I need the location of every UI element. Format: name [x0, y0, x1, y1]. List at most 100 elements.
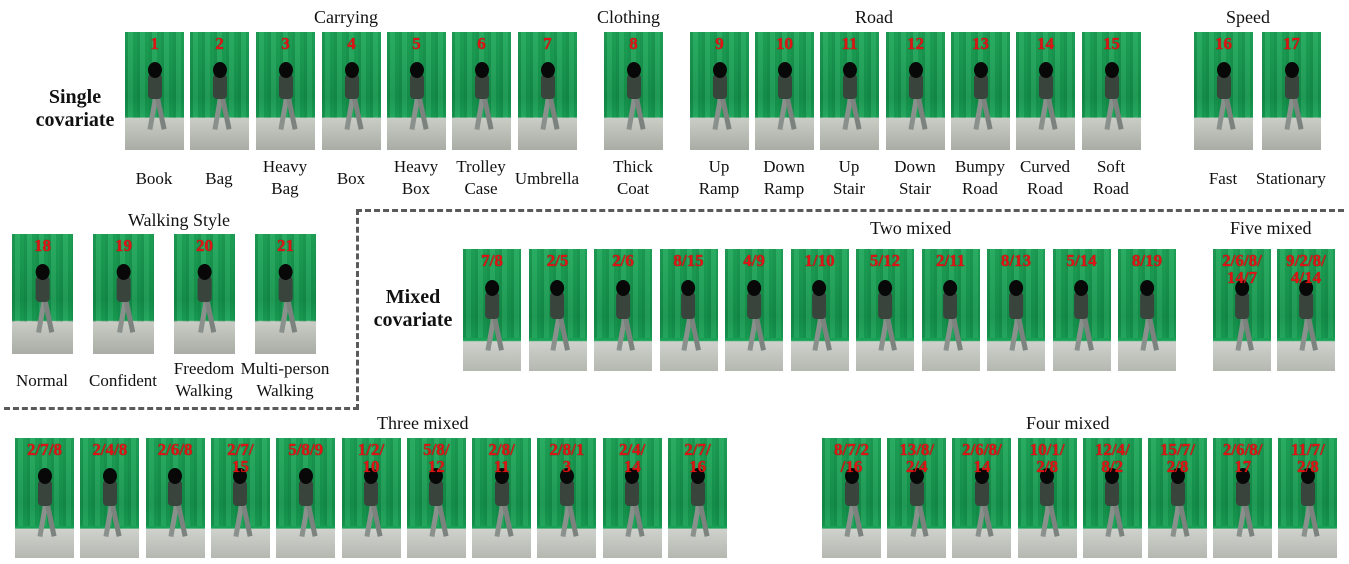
header-road: Road	[855, 7, 893, 27]
walker-photo: 12	[886, 32, 945, 150]
covariate-id: 12	[907, 34, 924, 53]
walker-photo: 6	[452, 32, 511, 150]
walker-figure	[34, 450, 57, 551]
walker-photo: 3	[256, 32, 315, 150]
covariate-id: 2/7/ 15	[227, 440, 254, 476]
walker-figure	[32, 246, 55, 347]
covariate-label: Up Ramp	[698, 157, 740, 198]
covariate-id: 5/8/9	[288, 440, 324, 459]
walker-figure	[1035, 44, 1058, 143]
walker-photo: 1/2/ 10	[341, 438, 401, 558]
covariate-label: Bag	[205, 169, 233, 188]
walker-figure	[623, 44, 646, 143]
covariate-label: Soft Road	[1093, 157, 1129, 198]
walker-photo: 2/6	[594, 249, 652, 371]
walker-photo: 7/8	[463, 249, 521, 371]
walker-photo: 8/15	[659, 249, 718, 371]
walker-figure	[492, 450, 514, 551]
walker-figure	[100, 450, 122, 551]
covariate-id: 2/6	[612, 251, 634, 270]
walker-figure	[1233, 450, 1255, 551]
walker-photo: 5	[387, 32, 446, 150]
covariate-id: 21	[277, 236, 294, 255]
walker-figure	[230, 450, 253, 551]
mixed-covariate-label: Mixed covariate	[373, 286, 453, 331]
covariate-id: 4/9	[743, 251, 765, 270]
walker-photo: 18	[12, 234, 73, 354]
covariate-id: 8/7/2 /16	[834, 440, 869, 476]
covariate-id: 10	[776, 34, 793, 53]
walker-figure	[1037, 450, 1060, 551]
covariate-label: Bumpy Road	[954, 157, 1006, 198]
walker-figure	[841, 450, 864, 551]
covariate-id: 7	[543, 34, 552, 53]
header-walking-style: Walking Style	[128, 210, 231, 230]
walker-figure	[1101, 44, 1124, 143]
covariate-id: 13/8/ 2/4	[899, 440, 935, 476]
covariate-id: 11/7/ 2/8	[1290, 440, 1325, 476]
walker-photo: 2/7/8	[15, 438, 74, 558]
walker-photo: 5/8/ 12	[406, 438, 466, 558]
covariate-id: 1/2/ 10	[357, 440, 385, 476]
covariate-label: Heavy Bag	[262, 157, 308, 198]
walker-figure	[687, 450, 710, 551]
covariate-id: 4	[347, 34, 356, 53]
covariate-label: Down Ramp	[763, 157, 805, 198]
mixed-covariate-dashed-box	[356, 209, 1344, 212]
walker-photo: 15/7/ 2/8	[1148, 438, 1207, 558]
walker-photo: 8/7/2 /16	[822, 438, 881, 558]
walker-photo: 8	[604, 32, 663, 150]
walker-photo: 2/7/ 16	[668, 438, 727, 558]
walker-figure	[613, 261, 636, 363]
covariate-id: 2/6/8/ 14/7	[1222, 251, 1262, 287]
walker-figure	[194, 246, 217, 347]
walker-photo: 2/6/8/ 14	[952, 438, 1012, 558]
covariate-id: 18	[34, 236, 51, 255]
covariate-label: Book	[135, 169, 173, 188]
covariate-id: 14	[1037, 34, 1054, 53]
walker-photo: 2	[190, 32, 249, 150]
walker-photo: 2/6/8/ 14/7	[1213, 249, 1271, 371]
walker-figure	[709, 44, 732, 143]
walker-figure	[679, 261, 701, 363]
covariate-id: 15/7/ 2/8	[1160, 440, 1195, 476]
walker-figure	[1072, 261, 1094, 363]
walker-photo: 21	[255, 234, 316, 354]
walker-figure	[839, 44, 862, 143]
walker-figure	[361, 450, 384, 551]
covariate-label: Heavy Box	[393, 157, 439, 198]
covariate-label: Up Stair	[832, 157, 866, 198]
walker-photo: 13/8/ 2/4	[887, 438, 947, 558]
walker-figure	[296, 450, 318, 551]
header-carrying: Carrying	[314, 7, 378, 27]
walker-photo: 2/5	[528, 249, 587, 371]
covariate-label: Down Stair	[894, 157, 936, 198]
single-covariate-label: Single covariate	[35, 86, 115, 131]
walker-figure	[406, 44, 429, 143]
covariate-id: 5/14	[1066, 251, 1097, 270]
walker-figure	[537, 44, 560, 143]
walker-photo: 2/11	[921, 249, 980, 371]
covariate-id: 2/6/8/ 14	[962, 440, 1002, 476]
header-five-mixed: Five mixed	[1230, 218, 1312, 238]
covariate-id: 16	[1215, 34, 1232, 53]
covariate-id: 3	[281, 34, 290, 53]
walker-photo: 2/7/ 15	[210, 438, 270, 558]
walker-photo: 4	[322, 32, 381, 150]
walker-figure	[1006, 261, 1029, 363]
walker-photo: 1/10	[790, 249, 849, 371]
walker-photo: 8/19	[1118, 249, 1176, 371]
covariate-label: Stationary	[1256, 169, 1326, 188]
walker-figure	[1232, 261, 1255, 363]
walker-photo: 5/14	[1052, 249, 1111, 371]
walker-figure	[341, 44, 364, 143]
covariate-id: 2/4/8	[92, 440, 128, 459]
walker-figure	[1281, 44, 1304, 143]
walker-figure	[1213, 44, 1236, 143]
covariate-label: Umbrella	[514, 169, 580, 188]
walker-photo: 11/7/ 2/8	[1278, 438, 1338, 558]
walker-photo: 2/8/ 11	[472, 438, 532, 558]
covariate-id: 8/15	[673, 251, 704, 270]
walker-figure	[941, 261, 963, 363]
covariate-id: 2/8/1 3	[549, 440, 585, 476]
